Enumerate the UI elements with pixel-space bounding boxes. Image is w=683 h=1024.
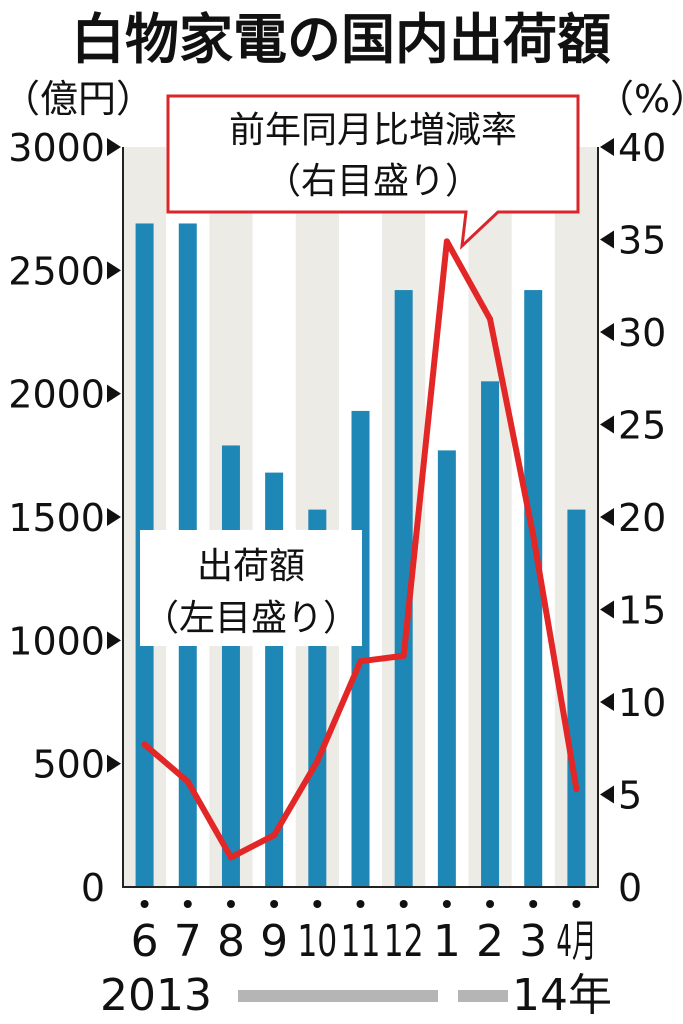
left-tick-label: 0 [81, 866, 105, 910]
x-tick-dot [529, 900, 538, 908]
x-tick-label: 11 [341, 916, 381, 967]
x-tick-label: 6 [131, 916, 159, 967]
right-axis: 0 5 10 15 20 25 30 35 40 [600, 126, 666, 910]
x-tick-dot [486, 900, 495, 908]
x-tick-label: 4月 [556, 916, 596, 967]
left-tick-label: 2500 [8, 249, 105, 293]
x-tick-label: 3 [519, 916, 547, 967]
line-point-1 [443, 238, 450, 245]
line-series [141, 238, 580, 861]
bar-callout-sublabel: （左目盛り） [143, 598, 359, 639]
line-callout-box [166, 94, 580, 250]
x-tick-dot [270, 900, 279, 908]
year-end-label: 14年 [512, 970, 612, 1021]
left-axis-unit: （億円） [2, 77, 154, 121]
x-tick-label: 12 [384, 916, 424, 967]
bar-callout-box [140, 530, 362, 646]
x-tick-dot [313, 900, 322, 908]
right-tick-marker [600, 508, 614, 526]
bar-callout-label: 出荷額 [197, 546, 305, 587]
line-point-12 [400, 652, 407, 659]
right-tick-label: 15 [618, 589, 666, 633]
right-tick-marker [600, 415, 614, 434]
right-tick-marker [600, 600, 614, 619]
line-callout-sublabel: （右目盛り） [265, 161, 481, 202]
x-tick-dot [226, 900, 235, 908]
x-tick-label: 1 [433, 916, 461, 967]
right-tick-label: 40 [618, 126, 666, 170]
bar-4月 [567, 509, 586, 887]
x-tick-dot [399, 900, 408, 908]
year-bar-2014 [458, 990, 508, 1002]
left-tick-label: 3000 [8, 126, 105, 170]
right-tick-label: 10 [618, 681, 666, 725]
line-callout: 前年同月比増減率 （右目盛り） [166, 94, 580, 250]
bar-3 [524, 290, 543, 888]
bar-11 [351, 410, 370, 887]
left-tick-marker [107, 754, 121, 773]
left-tick-label: 2000 [8, 373, 105, 417]
x-tick-label: 9 [260, 916, 288, 967]
x-tick-dot [572, 900, 581, 908]
left-tick-marker [107, 261, 121, 280]
x-tick-dot [442, 900, 451, 908]
line-point-10 [314, 758, 321, 765]
line-callout-label: 前年同月比増減率 [229, 110, 517, 151]
x-tick-label: 10 [297, 916, 337, 967]
left-tick-marker [107, 508, 121, 526]
right-tick-label: 5 [618, 774, 642, 818]
left-tick-marker [107, 138, 121, 156]
year-start-label: 2013 [100, 970, 212, 1021]
x-tick-dot [183, 900, 192, 908]
right-tick-marker [600, 230, 614, 249]
bar-2 [481, 381, 500, 887]
right-tick-label: 30 [618, 311, 666, 355]
x-axis: 6 7 8 9 10 11 12 1 2 3 4月 [131, 900, 596, 967]
x-tick-label: 2 [476, 916, 504, 967]
line-point-3 [530, 532, 537, 539]
line-point-4月 [573, 785, 580, 792]
x-tick-label: 7 [174, 916, 202, 967]
line-point-7 [184, 778, 191, 785]
right-tick-marker [600, 138, 614, 156]
left-tick-label: 500 [32, 743, 105, 787]
line-point-9 [271, 832, 278, 839]
x-tick-dot [356, 900, 365, 908]
left-tick-label: 1500 [8, 496, 105, 540]
year-bar-2013 [238, 990, 438, 1002]
x-tick-label: 8 [217, 916, 245, 967]
chart-title: 白物家電の国内出荷額 [71, 8, 611, 71]
left-tick-marker [107, 631, 121, 650]
left-axis: 0 500 1000 1500 2000 2500 3000 [8, 126, 121, 910]
line-point-6 [141, 741, 148, 748]
right-tick-label: 20 [618, 496, 666, 540]
line-point-11 [357, 658, 364, 665]
right-tick-marker [600, 323, 614, 341]
line-point-2 [487, 316, 494, 323]
right-axis-unit: （%） [596, 77, 683, 121]
x-tick-dot [140, 900, 149, 908]
left-tick-label: 1000 [8, 619, 105, 663]
line-point-8 [227, 854, 234, 861]
bar-callout: 出荷額 （左目盛り） [140, 530, 362, 646]
bar-1 [437, 450, 456, 887]
left-tick-marker [107, 384, 121, 403]
right-tick-label: 35 [618, 219, 666, 263]
bar-8 [221, 445, 240, 887]
right-tick-marker [600, 693, 614, 711]
bar-12 [394, 290, 413, 888]
right-tick-label: 0 [618, 866, 642, 910]
right-tick-marker [600, 785, 614, 804]
right-tick-label: 25 [618, 404, 666, 448]
